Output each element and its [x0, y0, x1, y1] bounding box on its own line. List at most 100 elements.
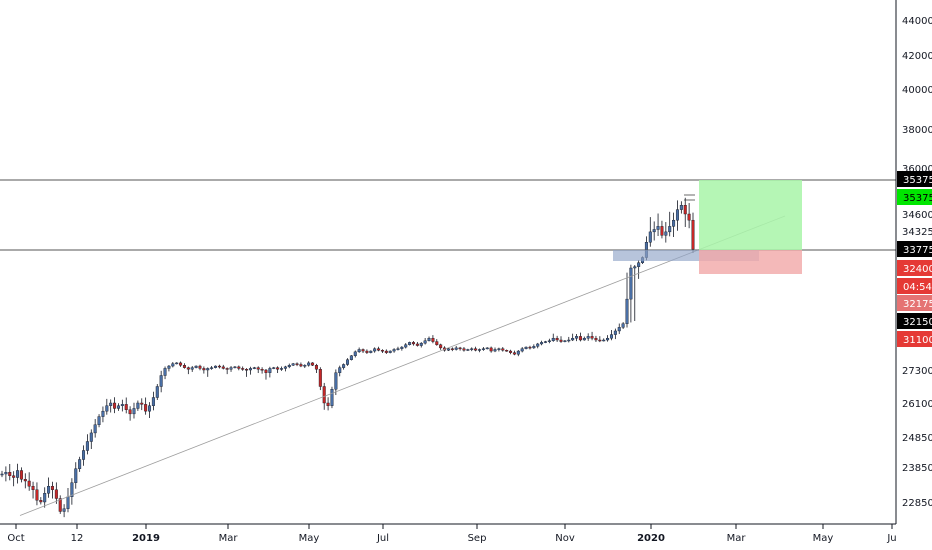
candle-body — [540, 342, 544, 345]
candle-body — [132, 408, 136, 415]
candle-body — [291, 363, 295, 366]
price-tick-label: 36000 — [902, 164, 932, 175]
candle-body — [217, 365, 221, 368]
price-tick-label: 27300 — [902, 366, 932, 377]
candle-body — [194, 365, 198, 368]
candle-body — [70, 482, 74, 497]
position-profit-zone[interactable] — [699, 180, 802, 250]
candle-body — [78, 459, 82, 469]
candle-body — [58, 498, 62, 512]
candle-body — [559, 339, 563, 342]
candle-body — [621, 323, 625, 328]
candle-body — [256, 367, 260, 370]
candle-body — [175, 362, 179, 365]
candle-body — [307, 362, 311, 366]
candle-body — [159, 375, 163, 387]
time-axis[interactable]: Oct 12 2019 Mar May Jul Sep Nov 2020 Mar May Ju — [7, 524, 897, 544]
candle-body — [470, 348, 474, 350]
candle-body — [477, 349, 481, 351]
candle-body — [582, 337, 586, 341]
candle-body — [520, 348, 524, 352]
price-tag-label: 35375 — [903, 175, 932, 186]
candle-body — [668, 226, 672, 233]
candle-body — [357, 349, 361, 353]
price-tick-label: 42000 — [902, 51, 932, 62]
candle-body — [586, 336, 590, 339]
support-zone[interactable] — [613, 250, 759, 261]
price-tags: 35375 35375 33775 32400 04:54 32175 32150 31100 — [897, 171, 932, 347]
time-tick-label: Mar — [219, 533, 239, 544]
candle-body — [388, 350, 392, 353]
candle-body — [303, 365, 307, 367]
price-tag-label: 31100 — [903, 335, 932, 346]
price-tag-label: 32400 — [903, 264, 932, 275]
candle-body — [163, 368, 167, 376]
candle-body — [571, 337, 575, 341]
candle-body — [439, 344, 443, 349]
candle-body — [190, 367, 194, 370]
candle-body — [140, 402, 144, 405]
candle-body — [338, 367, 342, 373]
candle-body — [602, 339, 606, 342]
position-loss-zone[interactable] — [699, 250, 802, 274]
candle-body — [458, 347, 462, 350]
time-tick-label: Oct — [7, 533, 24, 544]
candle-body — [578, 336, 582, 341]
candle-body — [675, 209, 679, 221]
candle-body — [260, 369, 264, 371]
candle-body — [446, 348, 450, 351]
candle-body — [505, 350, 509, 352]
candle-body — [186, 367, 190, 370]
candle-body — [450, 348, 454, 350]
candle-body — [485, 347, 489, 350]
candle-body — [252, 367, 256, 369]
candle-body — [229, 367, 233, 370]
candle-body — [19, 470, 23, 480]
candle-body — [4, 472, 8, 475]
candle-body — [171, 363, 175, 367]
price-tick-label: 38000 — [902, 125, 932, 136]
candle-body — [8, 472, 12, 476]
time-tick-label: 2019 — [132, 533, 160, 544]
candle-body — [687, 213, 691, 221]
candle-body — [12, 475, 16, 478]
candle-body — [567, 339, 571, 342]
candle-body — [683, 205, 687, 215]
candle-body — [664, 231, 668, 236]
candle-body — [481, 348, 485, 350]
candle-body — [509, 350, 513, 353]
trend-line[interactable] — [19, 215, 786, 516]
time-tick-label: May — [813, 533, 834, 544]
price-tag — [897, 331, 932, 347]
candle-body — [512, 352, 516, 355]
candle-body — [248, 368, 252, 371]
candle-body — [543, 341, 547, 343]
candle-body — [280, 368, 284, 370]
candle-body — [89, 432, 93, 442]
price-tick-label: 24850 — [902, 433, 932, 444]
candle-body — [516, 350, 520, 355]
candle-body — [109, 402, 113, 406]
candle-body — [318, 369, 322, 387]
candle-body — [660, 226, 664, 236]
candle-body — [151, 397, 155, 406]
candle-body — [536, 343, 540, 347]
time-tick-label: Ju — [886, 533, 896, 544]
candle-body — [613, 330, 617, 335]
price-tag — [897, 278, 932, 294]
candle-body — [43, 493, 47, 503]
candle-body — [287, 365, 291, 368]
price-tick-label: 26100 — [902, 399, 932, 410]
candle-body — [322, 386, 326, 404]
candle-body — [35, 489, 39, 501]
candle-body — [74, 468, 78, 483]
candle-body — [82, 450, 86, 460]
candle-body — [221, 366, 225, 369]
candle-body — [311, 362, 315, 366]
price-tag — [897, 171, 932, 187]
candle-body — [116, 405, 120, 409]
price-axis[interactable]: 44000 42000 40000 38000 36000 34600 34325 27300… — [902, 16, 932, 509]
price-tag — [897, 241, 932, 257]
candle-body — [241, 368, 245, 370]
